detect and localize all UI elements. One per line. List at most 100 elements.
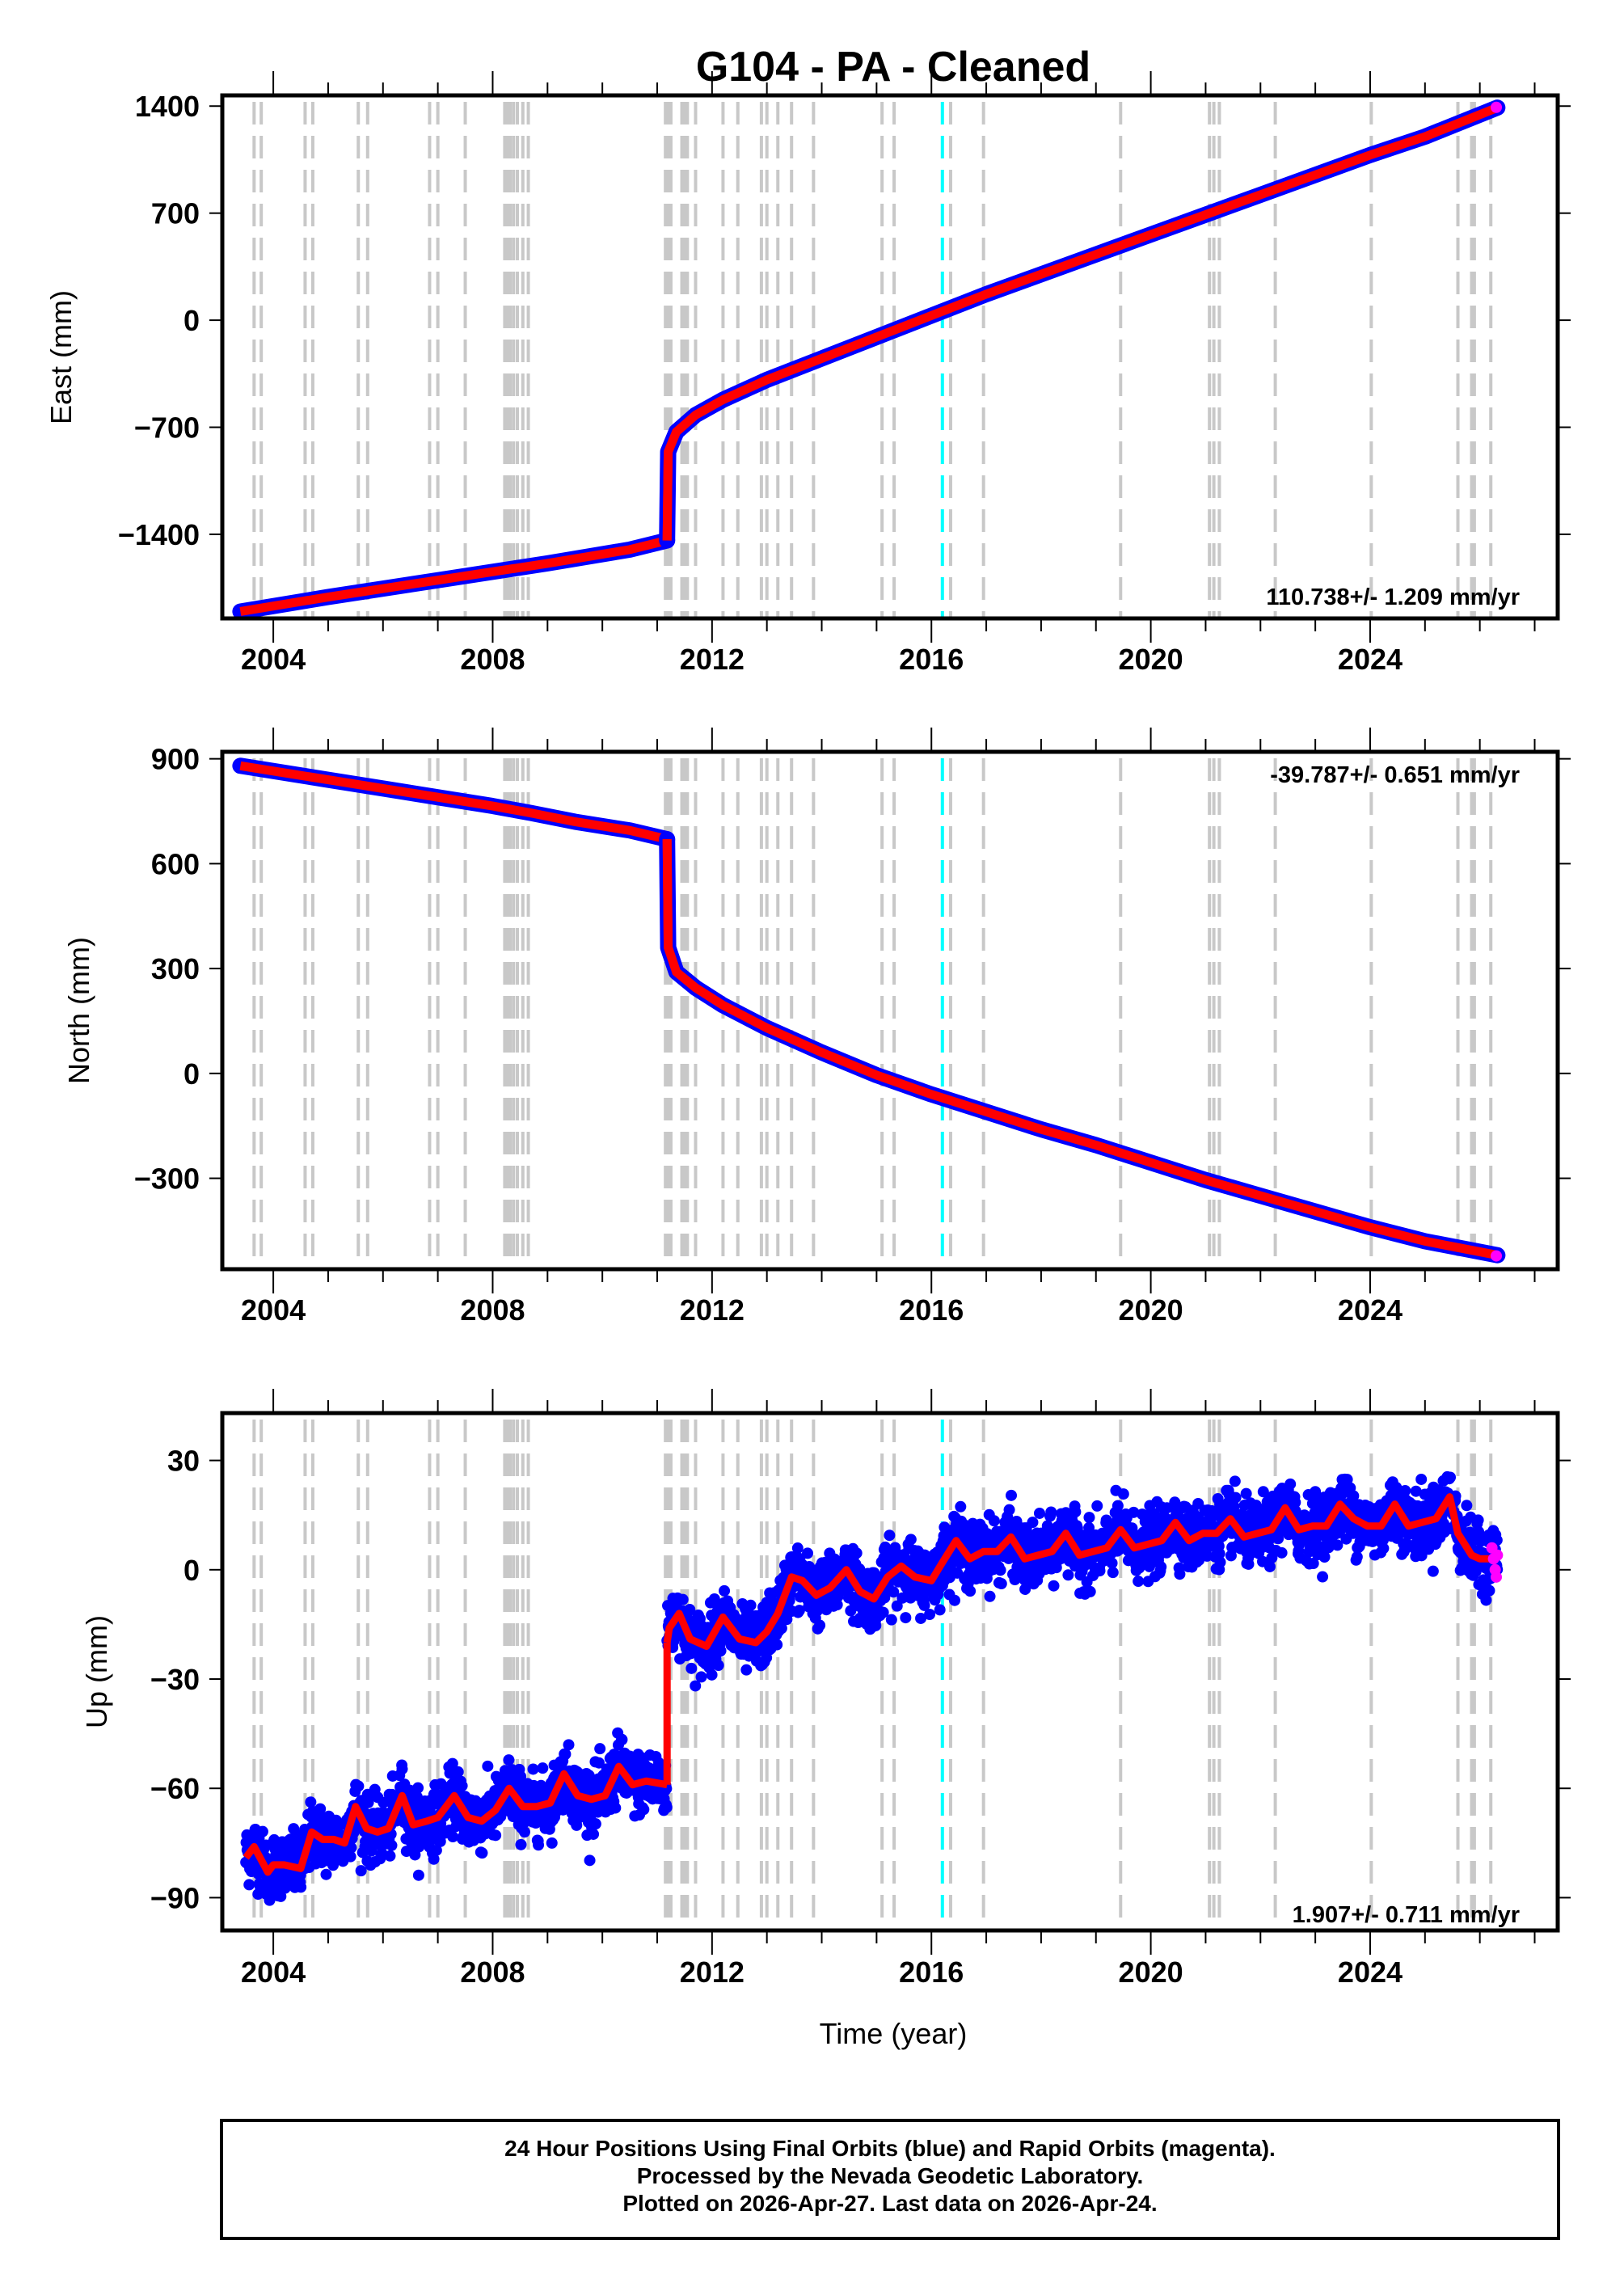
final-orbit-point <box>1483 1584 1495 1597</box>
final-orbit-point <box>1230 1491 1242 1504</box>
final-orbit-point <box>1133 1576 1145 1588</box>
east-axis-label: East (mm) <box>44 290 78 424</box>
final-orbit-point <box>1310 1486 1322 1498</box>
final-orbit-point <box>314 1803 327 1815</box>
final-orbit-point <box>684 1604 696 1616</box>
final-orbit-point <box>877 1606 889 1618</box>
final-orbit-point <box>518 1826 530 1838</box>
final-orbit-point <box>1084 1585 1096 1597</box>
final-orbit-point <box>1472 1514 1484 1526</box>
plot-area <box>222 1413 1558 1930</box>
final-orbit-point <box>934 1604 946 1616</box>
y-tick-label: −700 <box>134 411 200 445</box>
final-orbit-point <box>1331 1539 1343 1551</box>
final-orbit-point <box>781 1614 793 1626</box>
final-orbit-point <box>924 1609 936 1621</box>
x-tick-label: 2020 <box>1119 1293 1183 1327</box>
final-orbit-point <box>918 1599 930 1611</box>
final-orbit-point <box>1006 1489 1018 1501</box>
plot-area <box>222 752 1558 1269</box>
final-orbit-point <box>320 1868 332 1880</box>
final-orbit-point <box>490 1829 502 1842</box>
final-orbit-point <box>447 1831 459 1843</box>
final-orbit-point <box>344 1850 356 1863</box>
final-orbit-point <box>1410 1485 1422 1497</box>
final-orbit-point <box>791 1542 804 1555</box>
final-orbit-point <box>1174 1568 1186 1580</box>
model-offset-step <box>662 451 673 541</box>
final-orbit-point <box>352 1780 365 1792</box>
final-orbit-point <box>1348 1490 1360 1502</box>
final-orbit-point <box>1045 1506 1057 1518</box>
final-orbit-point <box>715 1645 727 1657</box>
final-orbit-point <box>915 1612 927 1624</box>
final-orbit-point <box>1214 1556 1226 1568</box>
final-orbit-point <box>1240 1487 1252 1500</box>
final-orbit-point <box>948 1594 960 1606</box>
footer-line-processed: Processed by the Nevada Geodetic Laborat… <box>636 2163 1144 2188</box>
final-orbit-point <box>1041 1520 1053 1532</box>
final-orbit-point <box>1117 1488 1129 1500</box>
final-orbit-point <box>1003 1504 1015 1516</box>
y-tick-label: 0 <box>183 1057 200 1091</box>
final-orbit-point <box>559 1748 572 1760</box>
east-panel: 1400 700 0 −700 −1400 2004 2008 2012 2016 2020 202… <box>118 71 1571 676</box>
rapid-orbit-point <box>1491 1549 1504 1561</box>
final-orbit-point <box>960 1529 972 1541</box>
x-tick-label: 2020 <box>1119 1956 1183 1989</box>
x-tick-label: 2024 <box>1338 1956 1403 1989</box>
final-orbit-point <box>503 1754 515 1766</box>
x-tick-label: 2008 <box>460 643 525 676</box>
final-orbit-point <box>594 1743 606 1755</box>
final-orbit-point <box>256 1825 268 1837</box>
final-orbit-point <box>430 1844 442 1856</box>
plot-frame <box>220 93 1560 621</box>
final-orbit-point <box>814 1619 826 1631</box>
final-orbit-point <box>243 1879 255 1891</box>
y-tick-label: 600 <box>151 847 200 880</box>
final-orbit-point <box>994 1564 1006 1576</box>
east-rate-label: 110.738+/- 1.209 mm/yr <box>1266 584 1520 610</box>
x-tick-label: 2004 <box>241 1956 306 1989</box>
model-fit-line <box>239 536 669 616</box>
final-orbit-point <box>1027 1517 1039 1529</box>
final-orbit-point <box>802 1547 814 1559</box>
x-tick-label: 2012 <box>680 1956 745 1989</box>
rapid-orbit-point <box>1491 101 1503 113</box>
x-tick-label: 2004 <box>241 1293 306 1327</box>
final-orbit-point <box>995 1578 1007 1590</box>
final-orbit-point <box>1213 1547 1225 1559</box>
final-orbit-point <box>295 1881 307 1893</box>
x-tick-label: 2016 <box>899 643 964 676</box>
final-orbit-point <box>1415 1473 1428 1485</box>
final-orbit-point <box>589 1818 601 1830</box>
final-orbit-point <box>1377 1542 1390 1555</box>
final-orbit-point <box>685 1662 698 1674</box>
final-orbit-point <box>1094 1565 1106 1577</box>
final-orbit-point <box>1048 1580 1060 1592</box>
final-orbit-point <box>1317 1571 1329 1583</box>
x-tick-label: 2008 <box>460 1956 525 1989</box>
final-orbit-point <box>1351 1551 1363 1563</box>
final-orbit-point <box>831 1599 843 1611</box>
x-tick-label: 2008 <box>460 1293 525 1327</box>
x-tick-label: 2004 <box>241 643 306 676</box>
final-orbit-point <box>1229 1475 1241 1487</box>
final-orbit-point <box>355 1865 367 1877</box>
rapid-orbit-point <box>1491 1250 1503 1262</box>
final-orbit-point <box>1257 1486 1269 1498</box>
final-orbit-point <box>719 1584 731 1597</box>
final-orbit-point <box>793 1605 805 1617</box>
y-tick-label: −60 <box>150 1772 200 1805</box>
final-orbit-point <box>745 1599 757 1611</box>
plot-frame <box>220 749 1560 1272</box>
final-orbit-point <box>1155 1561 1167 1573</box>
final-orbit-point <box>345 1842 357 1854</box>
final-orbit-point <box>775 1622 787 1635</box>
final-orbit-point <box>384 1850 396 1862</box>
final-orbit-point <box>452 1766 464 1778</box>
final-orbit-point <box>1050 1562 1062 1574</box>
final-orbit-point <box>386 1839 398 1851</box>
north-axis-label: North (mm) <box>62 937 95 1084</box>
